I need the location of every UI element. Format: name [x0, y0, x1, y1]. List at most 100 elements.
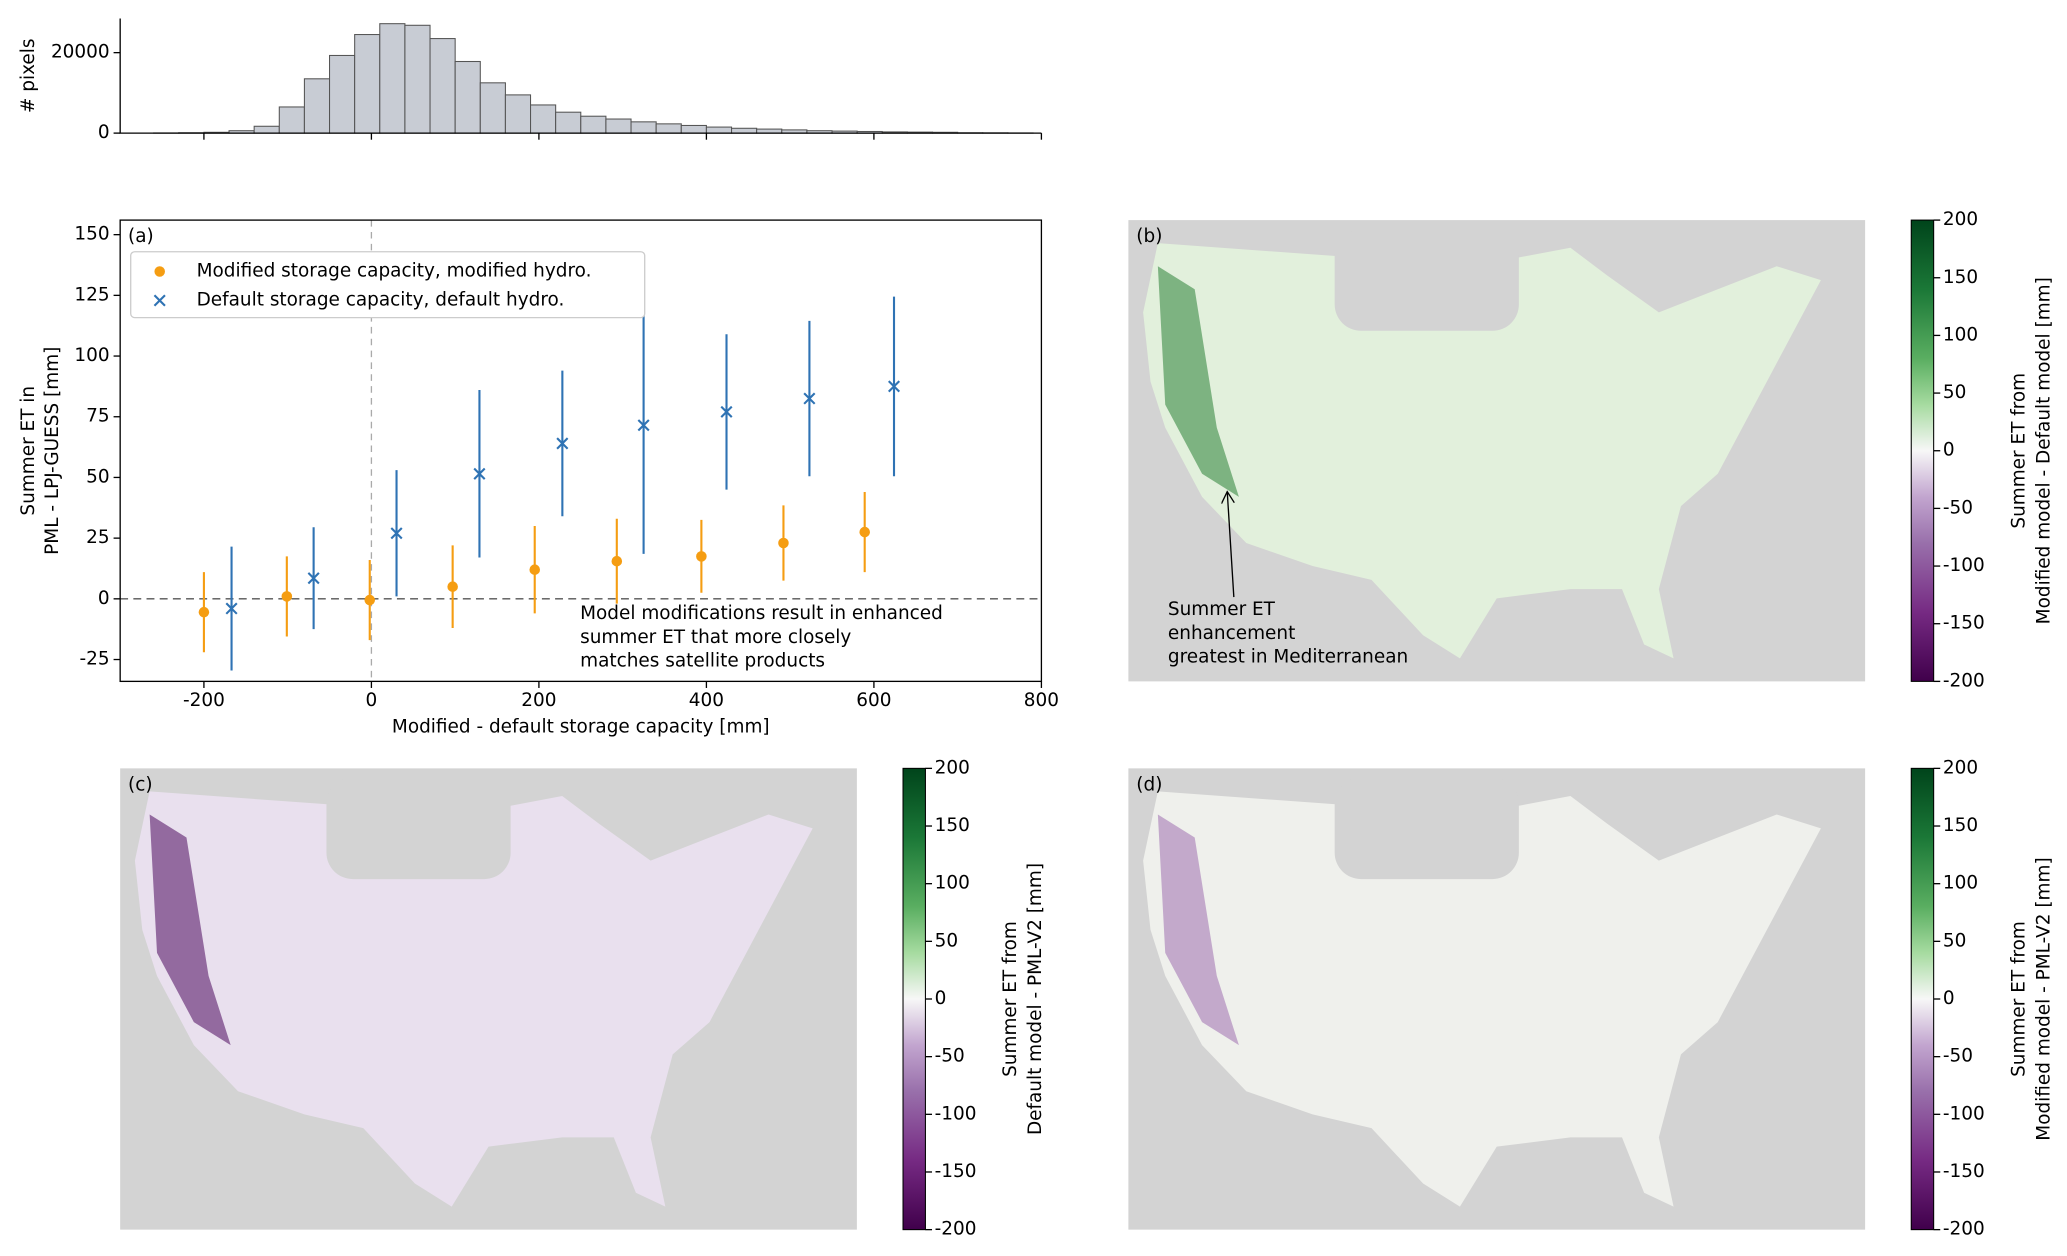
- hist-bar: [680, 124, 707, 134]
- point: [696, 551, 707, 562]
- colorbar-tick-label: 100: [935, 873, 970, 894]
- colorbar-tick-label: 150: [935, 815, 970, 836]
- map-coast-highlight: [1157, 814, 1239, 1046]
- x-tick-label: 800: [1024, 690, 1059, 711]
- point: [556, 437, 569, 450]
- map-coast-highlight: [149, 814, 231, 1046]
- map-lake: [326, 777, 511, 880]
- colorbar-label: Modified model - Default model [mm]: [2033, 277, 2054, 624]
- colorbar-tick-label: 150: [1943, 815, 1978, 836]
- colorbar-tick-label: -50: [1943, 1046, 1973, 1067]
- legend-marker: [153, 294, 166, 307]
- hist-bar: [530, 104, 557, 134]
- y-axis-label: Summer ET in: [18, 386, 39, 516]
- map-land: [134, 791, 813, 1207]
- y-tick-label: 75: [86, 406, 109, 427]
- hist-bar: [580, 115, 607, 134]
- hist-bar: [253, 125, 280, 134]
- colorbar-tick-label: 100: [1943, 873, 1978, 894]
- panel-label: (c): [128, 774, 153, 795]
- colorbar-tick-label: -50: [1943, 497, 1973, 518]
- hist-bar: [504, 94, 532, 134]
- colorbar-tick-label: 0: [1943, 988, 1955, 1009]
- colorbar-tick-label: 200: [1943, 757, 1978, 778]
- point: [364, 594, 376, 606]
- y-tick-label: -25: [79, 649, 109, 670]
- point: [281, 591, 293, 602]
- point: [529, 564, 540, 575]
- colorbar-tick-label: -200: [1943, 1219, 1985, 1240]
- point: [778, 537, 789, 549]
- x-tick-label: 0: [366, 690, 378, 711]
- legend-marker: [154, 266, 165, 277]
- y-tick-label: 20000: [51, 42, 110, 63]
- map-lake: [1334, 229, 1519, 331]
- y-axis-label: # pixels: [18, 39, 39, 114]
- colorbar-tick-label: -150: [935, 1161, 977, 1182]
- colorbar-label: Summer ET from: [2008, 373, 2029, 529]
- legend-label: Default storage capacity, default hydro.: [197, 289, 565, 310]
- colorbar-tick-label: 50: [1943, 930, 1966, 951]
- colorbar-tick-label: -200: [1943, 670, 1985, 691]
- colorbar-tick-label: 200: [1943, 209, 1978, 230]
- point: [803, 392, 816, 405]
- colorbar: [902, 767, 926, 1231]
- x-tick-label: 200: [521, 690, 556, 711]
- annotation: Summer ET: [1168, 599, 1276, 620]
- colorbar-label: Modified model - PML-V2 [mm]: [2033, 857, 2054, 1140]
- point: [390, 527, 403, 540]
- colorbar-tick-label: -150: [1943, 1161, 1985, 1182]
- annotation: enhancement: [1168, 623, 1295, 644]
- colorbar-tick-label: -100: [1943, 555, 1985, 576]
- colorbar-tick-label: 50: [1943, 382, 1966, 403]
- hist-bar: [354, 34, 381, 134]
- annotation: greatest in Mediterranean: [1168, 647, 1408, 668]
- point: [887, 380, 901, 393]
- y-tick-label: 50: [86, 466, 109, 487]
- colorbar: [1910, 219, 1935, 682]
- legend: Modified storage capacity, modified hydr…: [130, 251, 646, 319]
- point: [611, 555, 623, 567]
- map-land: [1143, 791, 1821, 1207]
- hist-bar: [705, 126, 733, 134]
- colorbar-tick-label: -150: [1943, 613, 1985, 634]
- panel-label: (a): [128, 226, 154, 247]
- x-tick-label: -200: [183, 690, 225, 711]
- point: [447, 581, 458, 592]
- map-land: [1143, 243, 1821, 659]
- map-coast-highlight: [1157, 266, 1239, 497]
- hist-bar: [630, 121, 657, 134]
- colorbar-label: Summer ET from: [2008, 921, 2029, 1077]
- x-tick-label: 600: [856, 690, 891, 711]
- colorbar-tick-label: 100: [1943, 324, 1978, 345]
- colorbar-tick-label: 150: [1943, 267, 1978, 288]
- hist-bar: [555, 111, 582, 134]
- colorbar-tick-label: -200: [935, 1219, 977, 1240]
- colorbar-tick-label: -50: [935, 1046, 965, 1067]
- map-lake: [1334, 777, 1519, 880]
- colorbar: [1910, 767, 1935, 1231]
- y-tick-label: 150: [74, 224, 109, 245]
- hist-bar: [379, 23, 406, 134]
- hist-bar: [278, 106, 305, 134]
- colorbar-tick-label: 50: [935, 930, 958, 951]
- y-tick-label: 0: [98, 122, 110, 143]
- y-tick-label: 125: [74, 284, 109, 305]
- colorbar-tick-label: 0: [935, 988, 947, 1009]
- hist-bar: [731, 127, 758, 134]
- x-axis-label: Modified - default storage capacity [mm]: [392, 717, 770, 738]
- annotation: Model modifications result in enhanced: [580, 603, 943, 624]
- colorbar-label: Summer ET from: [1000, 921, 1021, 1077]
- legend-frame: [130, 251, 646, 319]
- annotation: matches satellite products: [580, 651, 825, 672]
- y-tick-label: 25: [86, 527, 109, 548]
- point: [720, 405, 733, 418]
- hist-bar: [429, 38, 456, 134]
- annotation-arrow: [1227, 492, 1234, 598]
- point: [637, 419, 650, 432]
- y-tick-label: 100: [74, 345, 109, 366]
- y-tick-label: 0: [98, 588, 110, 609]
- hist-bar: [655, 123, 682, 134]
- colorbar-tick-label: -100: [1943, 1103, 1985, 1124]
